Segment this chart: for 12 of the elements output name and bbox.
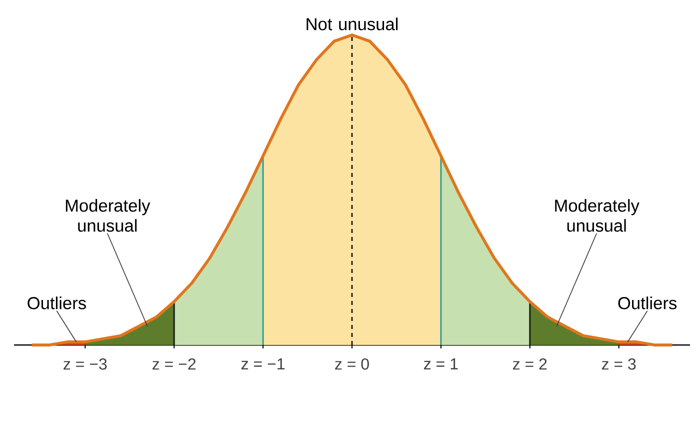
x-tick-label: z = −1: [241, 358, 284, 370]
annotation: Outliers: [28, 296, 86, 310]
annotation: Moderately unusual: [555, 199, 640, 232]
x-tick-label: z = 2: [512, 358, 547, 370]
x-tick-label: z = 3: [602, 358, 636, 370]
x-tick-label: z = −3: [64, 358, 107, 370]
x-tick-label: z = −2: [152, 358, 196, 370]
x-tick-label: z = 1: [424, 358, 458, 370]
annotation: Outliers: [618, 296, 677, 310]
annotation: Moderately unusual: [66, 199, 150, 232]
x-tick-label: z = 0: [335, 358, 369, 370]
annotation: Not unusual: [306, 18, 398, 30]
